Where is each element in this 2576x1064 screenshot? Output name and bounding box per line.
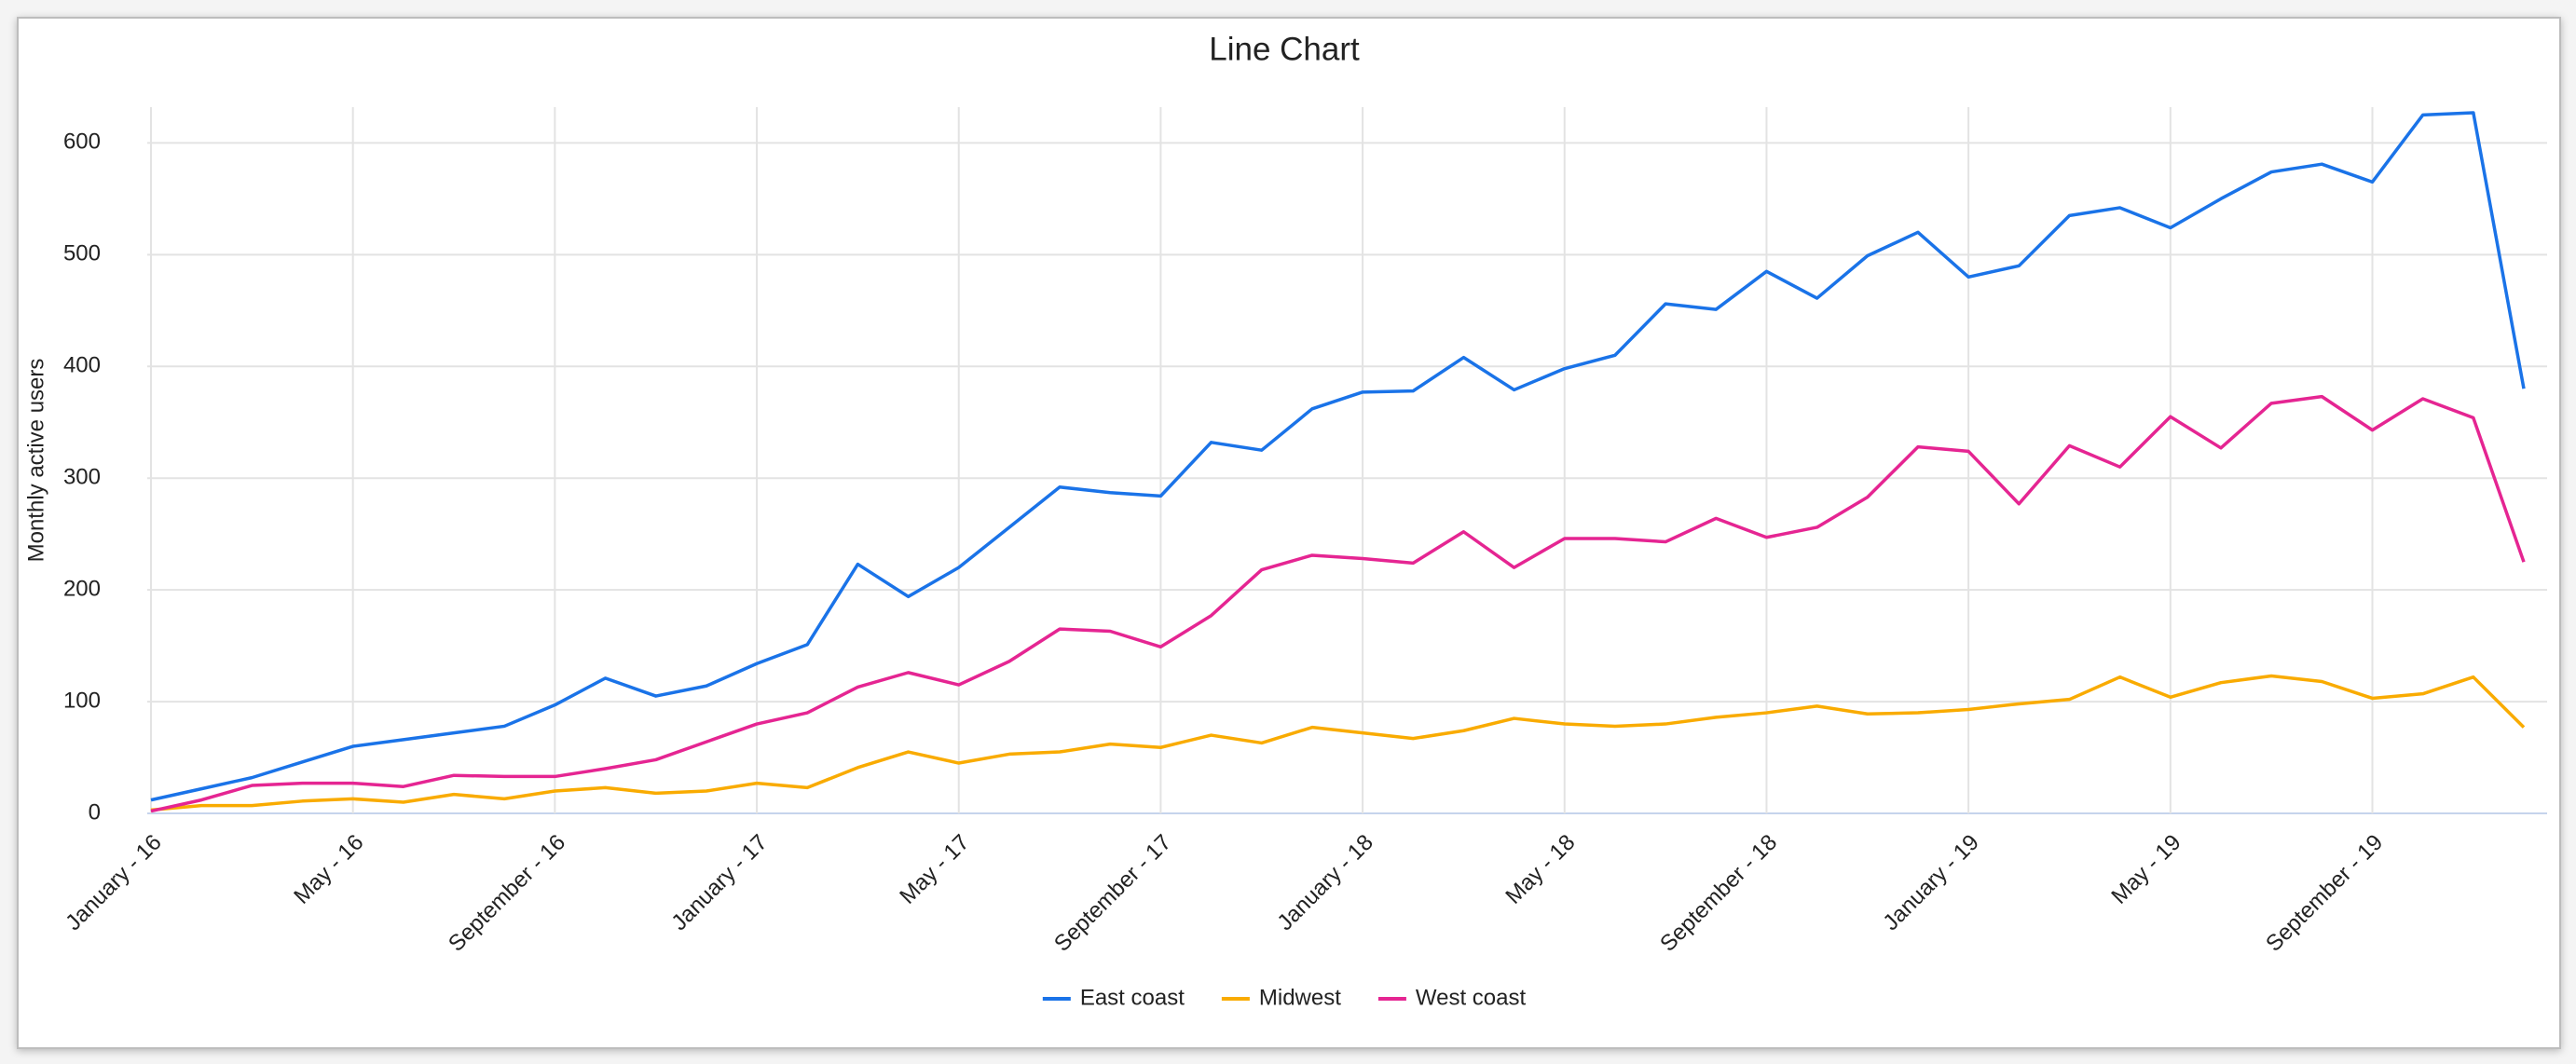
legend-label: Midwest (1259, 985, 1341, 1010)
x-tick-label: September - 18 (1655, 830, 1782, 957)
y-tick-label: 200 (63, 576, 101, 601)
x-tick-label: May - 19 (2106, 830, 2185, 909)
y-tick-label: 600 (63, 130, 101, 155)
y-tick-label: 500 (63, 241, 101, 266)
x-tick-label: May - 16 (289, 830, 368, 909)
line-series (150, 674, 2526, 812)
x-tick-label: May - 18 (1500, 830, 1580, 909)
x-tick-label: January - 17 (666, 830, 772, 935)
x-tick-label: May - 17 (895, 830, 974, 909)
x-tick-label: January - 19 (1878, 830, 1983, 935)
y-tick-label: 100 (63, 688, 101, 713)
y-tick-label: 300 (63, 465, 101, 490)
y-tick-label: 0 (89, 799, 101, 825)
line-series (150, 111, 2526, 802)
legend-label: East coast (1080, 985, 1185, 1010)
x-tick-label: September - 17 (1049, 830, 1176, 957)
chart-title: Line Chart (1209, 31, 1360, 67)
x-tick-label: September - 19 (2261, 830, 2388, 957)
legend-label: West coast (1416, 985, 1527, 1010)
y-tick-label: 400 (63, 353, 101, 378)
line-series (150, 394, 2526, 813)
x-tick-label: September - 16 (444, 830, 570, 957)
x-tick-label: January - 16 (61, 830, 166, 935)
chart-card (17, 17, 2561, 1049)
x-tick-label: January - 18 (1272, 830, 1377, 935)
y-axis-label: Monthly active users (23, 359, 48, 563)
